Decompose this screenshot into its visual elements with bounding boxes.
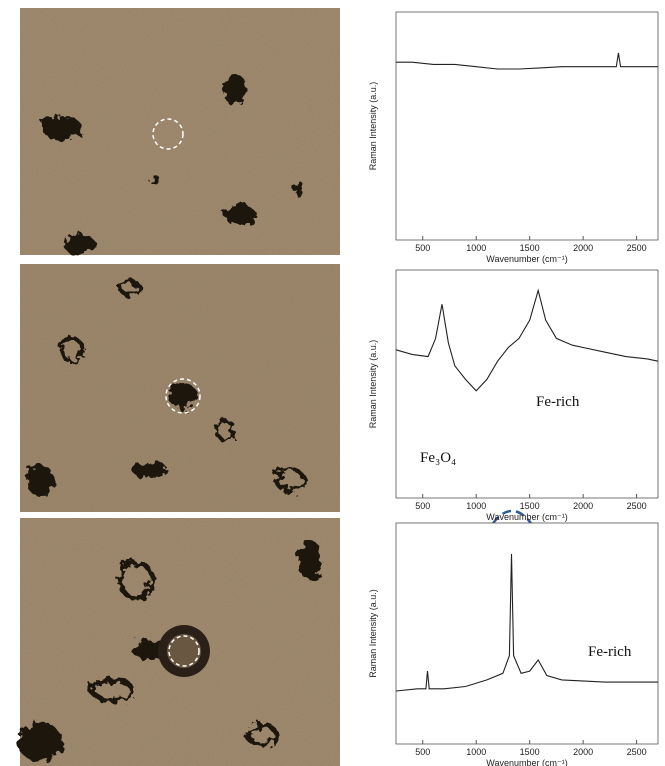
micrograph-3: [18, 518, 340, 766]
x-tick-label: 2000: [573, 243, 593, 253]
annotation: Fe-rich: [536, 394, 580, 410]
x-axis-title: Wavenumber (cm⁻¹): [486, 758, 567, 766]
spectrum-line: [395, 288, 659, 392]
micrograph-2: [20, 264, 340, 512]
x-tick-label: 2500: [627, 747, 647, 757]
y-axis-title: Raman Intensity (a.u.): [368, 340, 378, 429]
annotation: Fe-rich: [588, 644, 632, 660]
x-axis-title: Wavenumber (cm⁻¹): [486, 512, 567, 522]
y-axis-title: Raman Intensity (a.u.): [368, 589, 378, 678]
plot-frame: [395, 522, 659, 745]
x-tick-label: 2000: [573, 501, 593, 511]
x-tick-label: 1500: [520, 243, 540, 253]
x-tick-label: 1500: [520, 501, 540, 511]
x-tick-label: 500: [415, 501, 430, 511]
spectrum-line: [396, 52, 658, 70]
x-axis-title: Wavenumber (cm⁻¹): [486, 254, 567, 264]
x-tick-label: 2500: [627, 501, 647, 511]
micrograph-1: [20, 8, 340, 255]
annotation: Fe₃O₄: [420, 450, 456, 466]
plot-frame: [395, 269, 659, 499]
y-axis-title: Raman Intensity (a.u.): [368, 82, 378, 171]
x-tick-label: 1500: [520, 747, 540, 757]
x-tick-label: 500: [415, 747, 430, 757]
x-tick-label: 500: [415, 243, 430, 253]
x-tick-label: 1000: [466, 501, 486, 511]
x-tick-label: 1000: [466, 747, 486, 757]
spectrum-line: [395, 553, 658, 692]
x-tick-label: 2500: [627, 243, 647, 253]
plot-frame: [395, 11, 659, 241]
x-tick-label: 2000: [573, 747, 593, 757]
x-tick-label: 1000: [466, 243, 486, 253]
